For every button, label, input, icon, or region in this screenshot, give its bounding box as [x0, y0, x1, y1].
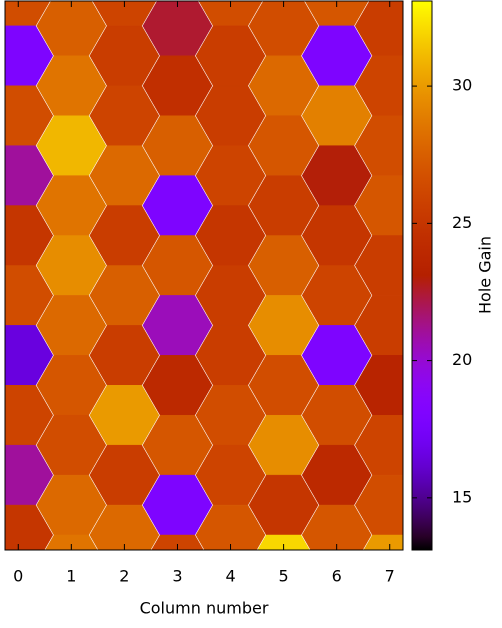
colorbar-tick-label: 25: [452, 213, 472, 232]
hex-cell: [354, 175, 403, 236]
hex-cell: [195, 504, 266, 550]
hex-cell: [354, 115, 403, 176]
hex-cell: [45, 534, 98, 550]
hex-cell: [354, 1, 403, 57]
hex-cell: [354, 414, 403, 476]
hex-cell: [354, 295, 403, 356]
hex-cell: [89, 504, 160, 550]
hex-cell: [363, 534, 403, 550]
hex-cell: [5, 504, 54, 550]
hex-cell: [301, 504, 372, 550]
x-tick-label: 2: [119, 567, 129, 586]
hex-cell: [354, 474, 403, 536]
colorbar-label: Hole Gain: [476, 236, 495, 314]
x-tick-label: 6: [332, 567, 342, 586]
x-tick-label: 3: [172, 567, 182, 586]
plot-area: [5, 1, 403, 550]
x-tick-label: 0: [13, 567, 23, 586]
x-tick-label: 1: [66, 567, 76, 586]
x-axis-label: Column number: [140, 599, 269, 618]
hex-cell: [354, 235, 403, 296]
colorbar-tick-label: 30: [452, 76, 472, 95]
colorbar-tick-label: 20: [452, 350, 472, 369]
hex-cell: [354, 55, 403, 116]
hex-cell: [354, 355, 403, 416]
plot-frame: [4, 0, 404, 551]
colorbar: [411, 0, 433, 551]
hex-cell: [257, 534, 310, 550]
x-tick-label: 5: [279, 567, 289, 586]
x-tick-label: 4: [225, 567, 235, 586]
hex-cell: [151, 534, 204, 550]
colorbar-tick-label: 15: [452, 487, 472, 506]
x-tick-label: 7: [385, 567, 395, 586]
